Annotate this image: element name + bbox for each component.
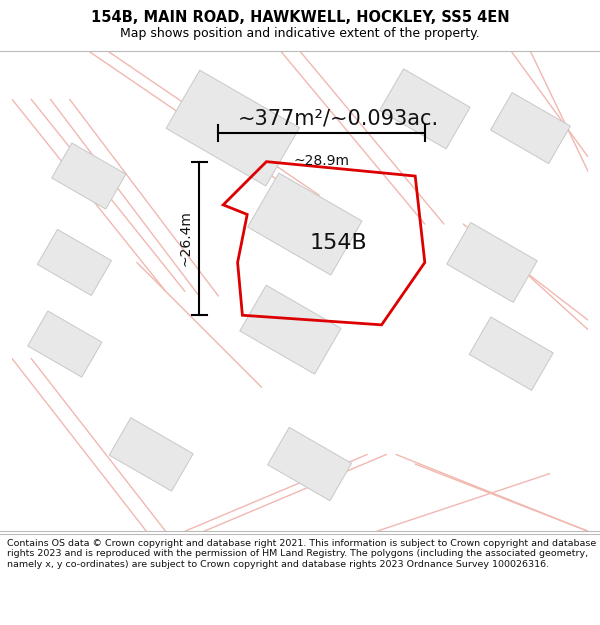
Text: ~26.4m: ~26.4m [179,211,193,266]
Text: ~377m²/~0.093ac.: ~377m²/~0.093ac. [238,109,439,129]
Text: 154B: 154B [310,233,367,253]
Polygon shape [268,428,352,501]
Polygon shape [469,317,553,391]
Text: 154B, MAIN ROAD, HAWKWELL, HOCKLEY, SS5 4EN: 154B, MAIN ROAD, HAWKWELL, HOCKLEY, SS5 … [91,10,509,25]
Polygon shape [52,143,126,209]
Polygon shape [166,70,299,186]
Polygon shape [109,418,193,491]
Polygon shape [37,229,112,296]
Text: ~28.9m: ~28.9m [293,154,350,168]
Polygon shape [28,311,102,377]
Polygon shape [491,92,570,164]
Polygon shape [380,69,470,149]
Text: Map shows position and indicative extent of the property.: Map shows position and indicative extent… [120,27,480,40]
Polygon shape [447,222,537,302]
Polygon shape [240,285,341,374]
Polygon shape [248,173,362,275]
Text: Contains OS data © Crown copyright and database right 2021. This information is : Contains OS data © Crown copyright and d… [7,539,596,569]
